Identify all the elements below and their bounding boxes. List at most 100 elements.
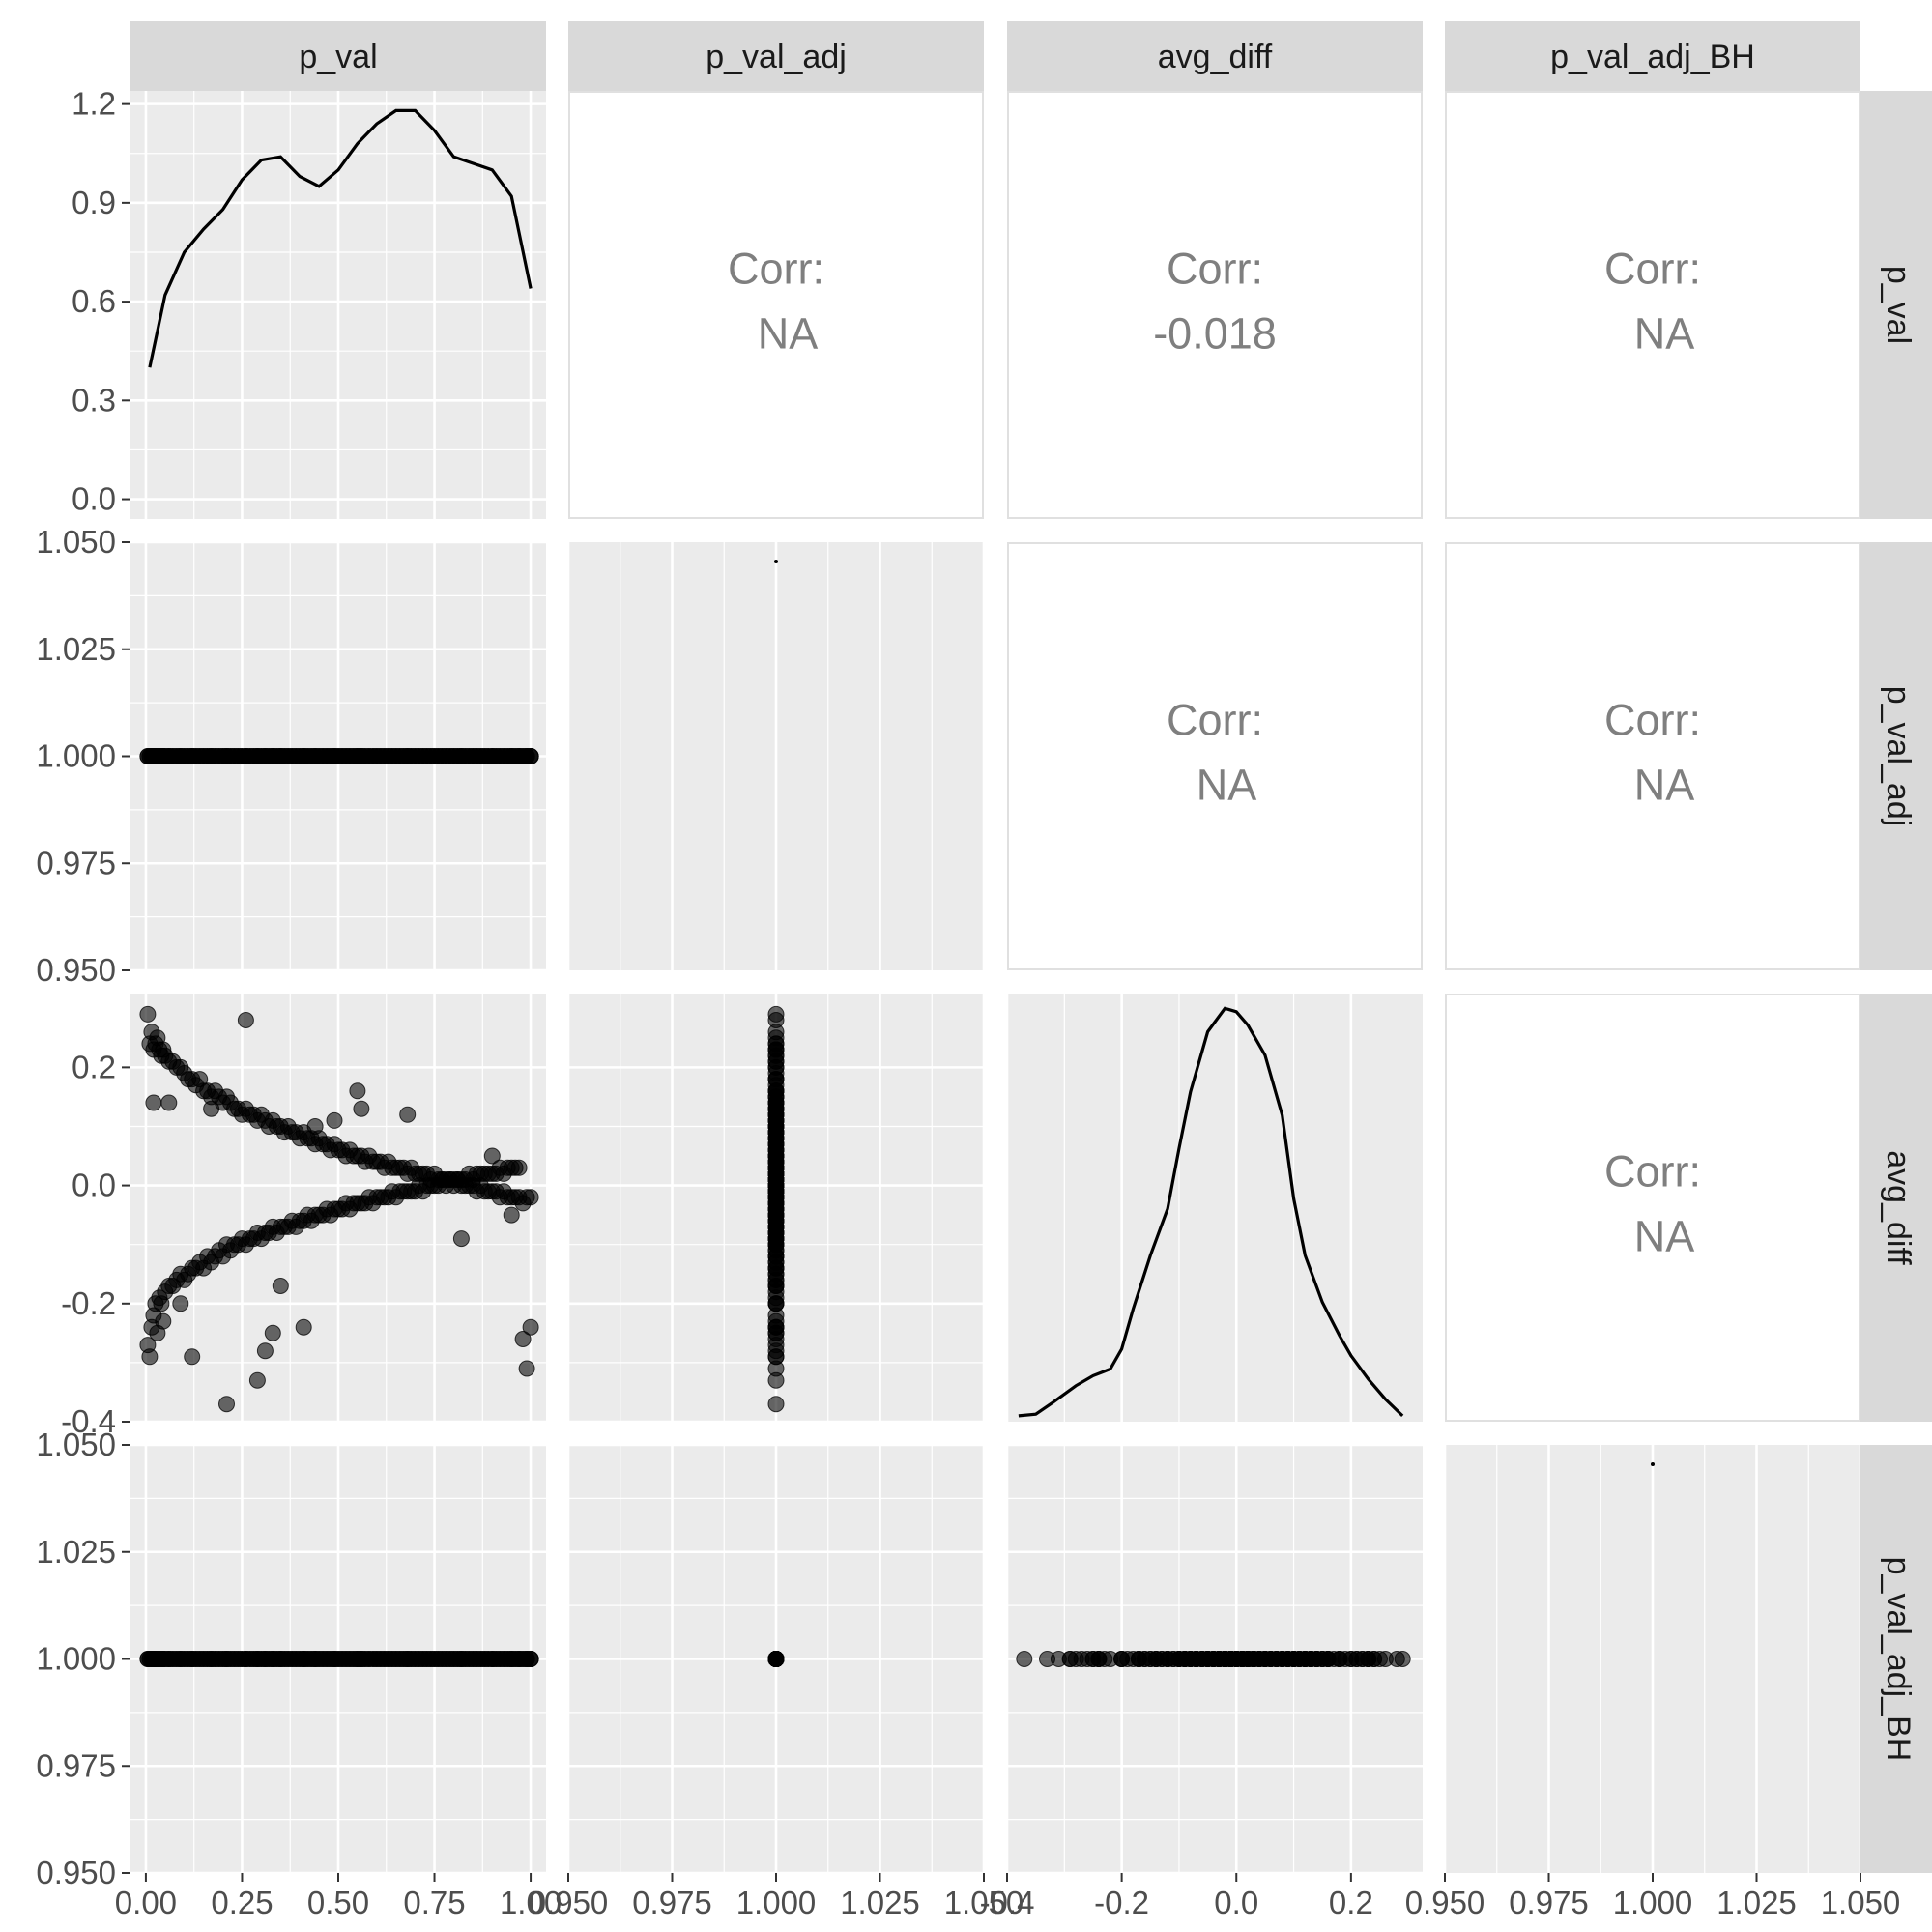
data-point <box>1296 1651 1313 1667</box>
panel-avg_diff-vs-p_val <box>130 994 546 1422</box>
x-tick-label: 0.975 <box>1509 1885 1589 1920</box>
y-tick-label: 0.3 <box>72 382 116 418</box>
correlation-panel <box>568 91 984 519</box>
data-point <box>203 1651 220 1667</box>
data-point <box>353 1651 370 1667</box>
data-point <box>483 1651 501 1667</box>
x-tick-label: -0.2 <box>1094 1885 1149 1920</box>
data-point <box>522 1189 539 1206</box>
y-tick-label: 0.975 <box>36 1747 116 1783</box>
y-tick-label: 1.000 <box>36 738 116 774</box>
data-point <box>218 1651 235 1667</box>
y-tick-label: 1.050 <box>36 1427 116 1462</box>
data-point <box>155 1312 172 1330</box>
data-point <box>141 1348 159 1366</box>
x-tick-label: 1.000 <box>1613 1885 1693 1920</box>
row-strip <box>1860 91 1932 519</box>
data-point <box>767 1371 785 1389</box>
data-point <box>1388 1651 1405 1667</box>
panel-p_val_adj-vs-p_val_adj_BH: Corr: NA <box>1445 542 1860 970</box>
data-point <box>767 1651 785 1667</box>
correlation-panel <box>1445 994 1860 1422</box>
row-strip <box>1860 542 1932 970</box>
data-point <box>353 1100 370 1117</box>
x-tick-label: 0.975 <box>632 1885 712 1920</box>
data-point <box>218 1396 235 1413</box>
x-tick-label: 0.75 <box>403 1885 465 1920</box>
data-point <box>272 748 289 764</box>
correlation-value: NA <box>758 309 819 359</box>
panel-avg_diff-vs-avg_diff <box>1007 994 1423 1422</box>
data-point <box>1067 1651 1084 1667</box>
panel-p_val_adj-vs-p_val_adj <box>568 542 984 970</box>
column-strip <box>130 21 546 91</box>
column-strip-label: avg_diff <box>1158 39 1273 75</box>
data-point <box>256 1342 274 1360</box>
data-point <box>767 1342 785 1360</box>
row-strip <box>1860 994 1932 1422</box>
panel-p_val_adj_BH-vs-p_val_adj_BH <box>1445 1445 1860 1873</box>
panel-p_val-vs-p_val_adj: Corr: NA <box>568 91 984 519</box>
y-tick-label: 1.025 <box>36 631 116 667</box>
x-tick-label: 0.950 <box>1405 1885 1485 1920</box>
x-tick-label: 1.00 <box>500 1885 562 1920</box>
y-tick-label: 0.2 <box>72 1049 116 1084</box>
data-point <box>767 1206 785 1224</box>
correlation-panel <box>1445 91 1860 519</box>
axis-layer: 0.0 0.3 0.6 0.9 1.2 0.950 0.975 1.000 1.025 1.050… <box>36 86 1900 1920</box>
correlation-label: Corr: <box>1167 696 1263 745</box>
data-point <box>1039 1651 1055 1667</box>
data-point <box>399 748 417 764</box>
y-tick-label: 0.950 <box>36 1855 116 1890</box>
data-point <box>1016 1651 1033 1667</box>
correlation-panel <box>1445 542 1860 970</box>
column-strip-label: p_val_adj_BH <box>1550 39 1755 75</box>
y-tick-label: 0.6 <box>72 283 116 319</box>
column-strip-label: p_val_adj <box>706 39 847 75</box>
panel-p_val_adj_BH-vs-avg_diff <box>0 1445 1423 1873</box>
row-strip-label: avg_diff <box>1880 1150 1917 1265</box>
data-point <box>767 1106 785 1123</box>
y-tick-label: 1.025 <box>36 1534 116 1570</box>
y-tick-label: 0.975 <box>36 845 116 880</box>
panel-p_val_adj_BH-vs-p_val_adj <box>568 1445 984 1873</box>
data-point <box>768 0 784 8</box>
data-point <box>767 1318 785 1336</box>
correlation-value: NA <box>1634 1212 1695 1261</box>
data-point <box>767 1147 785 1165</box>
correlation-label: Corr: <box>728 245 824 294</box>
correlation-label: Corr: <box>1604 1147 1701 1197</box>
data-point <box>218 748 235 764</box>
column-strip <box>1007 21 1423 91</box>
data-point <box>1130 1651 1147 1667</box>
data-point <box>1256 1651 1274 1667</box>
data-point <box>306 1118 324 1135</box>
data-point <box>522 1318 539 1336</box>
data-point <box>272 1651 289 1667</box>
density-line <box>1018 1006 1404 1418</box>
data-point <box>767 1082 785 1100</box>
x-tick-label: 0.950 <box>529 1885 609 1920</box>
x-tick-label: -0.4 <box>980 1885 1035 1920</box>
data-point <box>1113 1651 1131 1667</box>
x-tick-label: 1.050 <box>944 1885 1024 1920</box>
correlation-label: Corr: <box>1604 245 1701 294</box>
data-point <box>184 1348 201 1366</box>
data-point <box>203 748 220 764</box>
column-strip <box>1445 21 1860 91</box>
data-point <box>306 748 324 764</box>
row-strip-label: p_val_adj <box>1880 686 1917 827</box>
data-point <box>264 1324 281 1341</box>
x-tick-label: 1.050 <box>1821 1885 1901 1920</box>
data-point <box>0 1652 8 1667</box>
row-strip-label: p_val_adj_BH <box>1880 1557 1917 1762</box>
data-point <box>237 1012 254 1028</box>
data-point <box>518 1360 535 1377</box>
y-tick-label: 0.0 <box>72 481 116 517</box>
data-point <box>522 1651 539 1667</box>
panel-p_val_adj_BH-vs-p_val <box>130 1445 546 1873</box>
panel-layer: Corr:NACorr:-0.018Corr:NACorr:NACorr:NAC… <box>0 0 1860 1873</box>
data-point <box>139 1005 157 1023</box>
data-point <box>503 1206 520 1224</box>
